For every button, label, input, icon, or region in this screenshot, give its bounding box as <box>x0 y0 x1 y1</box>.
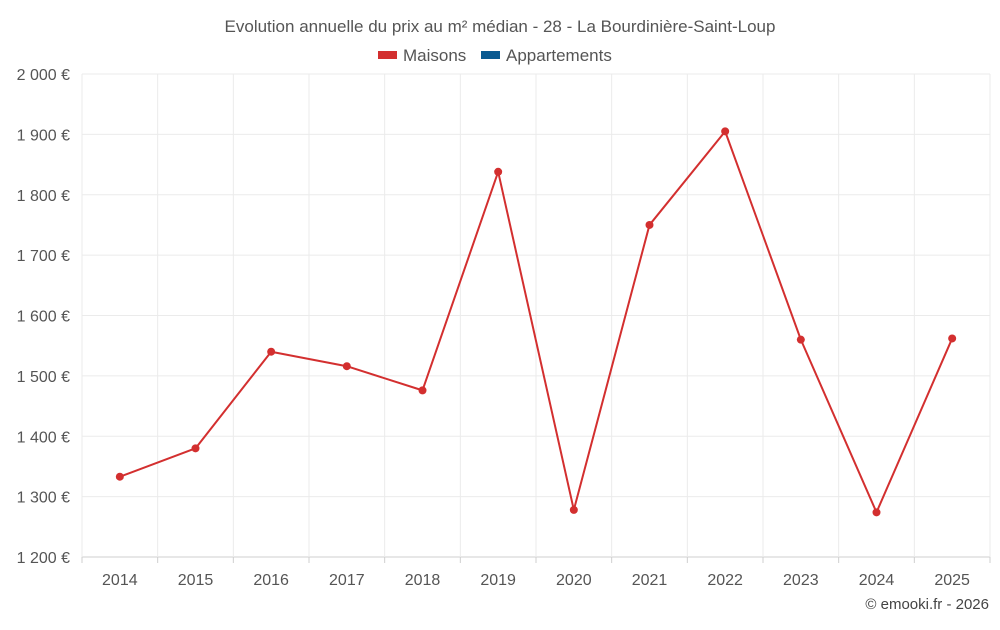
x-tick-label: 2020 <box>556 572 592 589</box>
x-tick-label: 2018 <box>405 572 441 589</box>
data-point[interactable] <box>342 362 351 371</box>
data-point[interactable] <box>721 127 730 136</box>
x-tick-label: 2023 <box>783 572 819 589</box>
data-point[interactable] <box>569 505 578 514</box>
data-point[interactable] <box>191 444 200 453</box>
data-point[interactable] <box>645 220 654 229</box>
data-point[interactable] <box>948 334 957 343</box>
data-point[interactable] <box>418 386 427 395</box>
x-tick-label: 2014 <box>102 572 138 589</box>
data-point[interactable] <box>267 347 276 356</box>
x-tick-label: 2015 <box>178 572 214 589</box>
x-tick-label: 2022 <box>707 572 743 589</box>
x-axis-labels: 2014 2015 2016 2017 2018 2019 2020 2021 2022 2023… <box>102 572 970 589</box>
legend-swatch-appartements[interactable] <box>481 51 500 59</box>
y-tick-label: 1 700 € <box>17 248 70 265</box>
x-tick-label: 2017 <box>329 572 365 589</box>
legend-label-maisons[interactable]: Maisons <box>403 46 466 65</box>
x-tick-label: 2019 <box>480 572 516 589</box>
legend-swatch-maisons[interactable] <box>378 51 397 59</box>
legend: Maisons Appartements <box>378 46 612 65</box>
y-tick-label: 1 300 € <box>17 490 70 507</box>
x-tick-label: 2016 <box>253 572 289 589</box>
y-axis-labels: 1 200 € 1 300 € 1 400 € 1 500 € 1 600 € 1 700… <box>17 67 70 567</box>
y-tick-label: 1 800 € <box>17 188 70 205</box>
x-tick-label: 2021 <box>632 572 668 589</box>
y-tick-label: 1 900 € <box>17 127 70 144</box>
data-point[interactable] <box>494 167 503 176</box>
y-tick-label: 1 400 € <box>17 429 70 446</box>
series-maisons <box>115 127 957 517</box>
data-point[interactable] <box>115 472 124 481</box>
data-point[interactable] <box>872 508 881 517</box>
y-tick-label: 1 200 € <box>17 550 70 567</box>
x-tick-label: 2025 <box>934 572 970 589</box>
y-tick-label: 1 600 € <box>17 309 70 326</box>
credit-text: © emooki.fr - 2026 <box>865 596 989 613</box>
chart-title: Evolution annuelle du prix au m² médian … <box>225 17 776 36</box>
y-tick-label: 2 000 € <box>17 67 70 84</box>
series-line <box>119 130 954 514</box>
legend-label-appartements[interactable]: Appartements <box>506 46 612 65</box>
y-tick-label: 1 500 € <box>17 369 70 386</box>
grid <box>81 73 991 563</box>
data-point[interactable] <box>796 335 805 344</box>
x-tick-label: 2024 <box>859 572 895 589</box>
